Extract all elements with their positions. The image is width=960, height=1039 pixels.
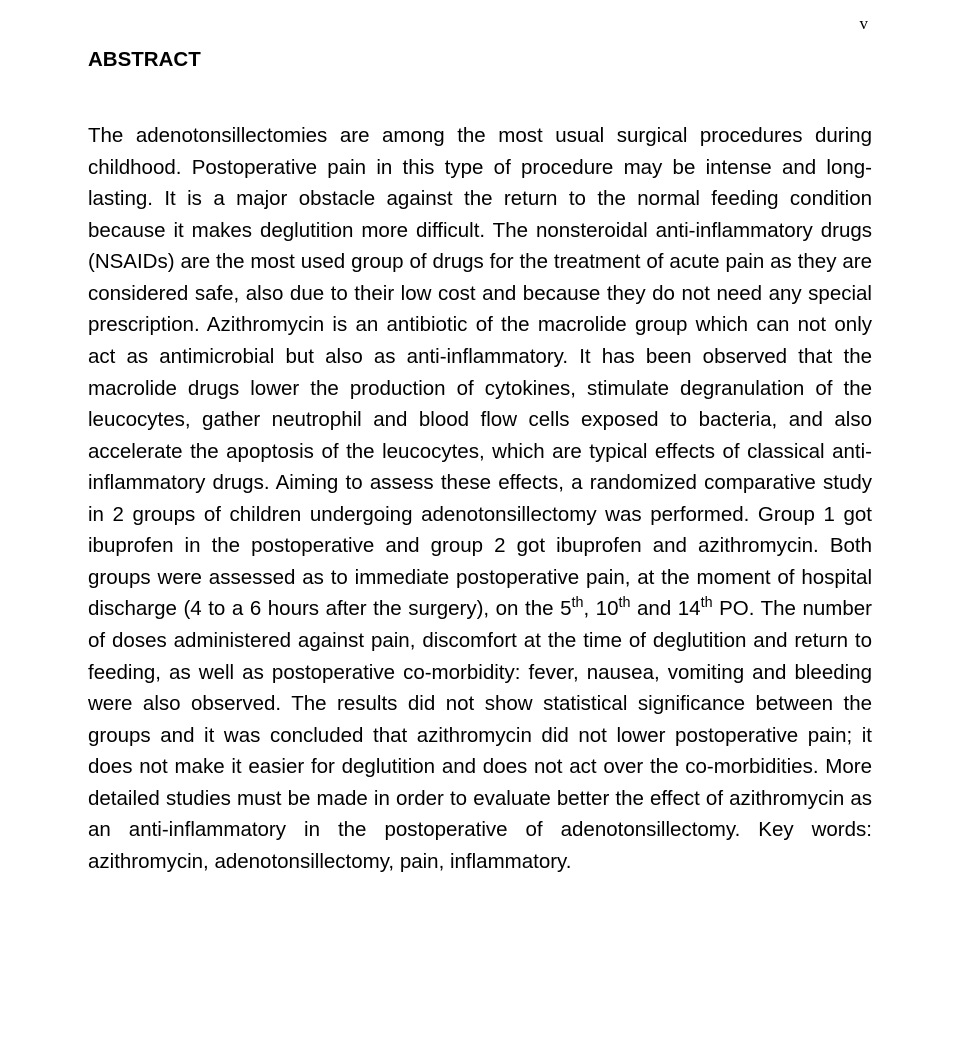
ordinal-10th-sup: th [619,596,631,612]
abstract-body-main: The adenotonsillectomies are among the m… [88,124,872,620]
page-number: v [860,14,869,34]
abstract-heading: ABSTRACT [88,48,872,72]
abstract-paragraph: The adenotonsillectomies are among the m… [88,120,872,878]
ordinal-5th-sup: th [571,596,583,612]
abstract-body-tail: PO. The number of doses administered aga… [88,597,872,873]
abstract-mid-2: and 14 [630,597,700,620]
abstract-mid-1: , 10 [583,597,618,620]
ordinal-14th-sup: th [701,596,713,612]
